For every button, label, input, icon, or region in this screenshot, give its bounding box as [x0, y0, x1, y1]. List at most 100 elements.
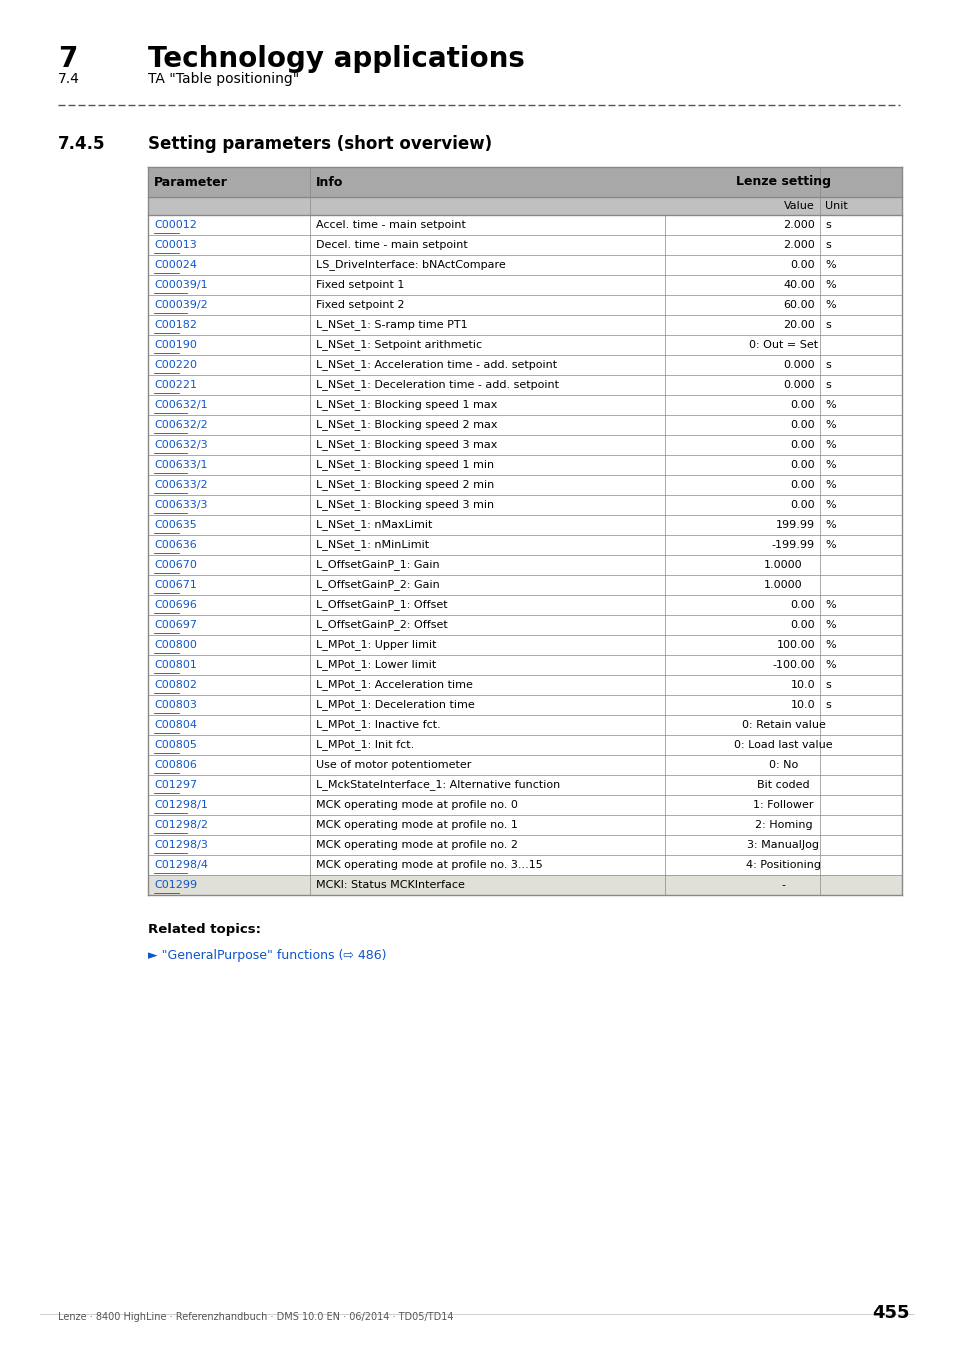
Text: s: s	[824, 320, 830, 329]
Text: C00801: C00801	[153, 660, 196, 670]
Bar	[148, 616, 901, 634]
Text: 0.00: 0.00	[789, 261, 814, 270]
Text: 0: No: 0: No	[768, 760, 798, 770]
Bar	[148, 215, 901, 235]
Text: C00024: C00024	[153, 261, 196, 270]
Text: C00633/1: C00633/1	[153, 460, 208, 470]
Text: Setting parameters (short overview): Setting parameters (short overview)	[148, 135, 492, 153]
Text: Use of motor potentiometer: Use of motor potentiometer	[315, 760, 471, 770]
Text: C00632/1: C00632/1	[153, 400, 208, 410]
Text: LS_DriveInterface: bNActCompare: LS_DriveInterface: bNActCompare	[315, 259, 505, 270]
Text: MCK operating mode at profile no. 0: MCK operating mode at profile no. 0	[315, 801, 517, 810]
Text: 1.0000: 1.0000	[763, 560, 802, 570]
Text: -: -	[781, 880, 784, 890]
Bar	[148, 675, 901, 695]
Text: ► "GeneralPurpose" functions (⇨ 486): ► "GeneralPurpose" functions (⇨ 486)	[148, 949, 386, 963]
Bar	[148, 296, 901, 315]
Text: %: %	[824, 481, 835, 490]
Text: %: %	[824, 440, 835, 450]
Bar	[148, 595, 901, 616]
Text: %: %	[824, 660, 835, 670]
Text: -199.99: -199.99	[771, 540, 814, 549]
Text: 0.00: 0.00	[789, 400, 814, 410]
Bar	[148, 167, 901, 197]
Text: Lenze · 8400 HighLine · Referenzhandbuch · DMS 10.0 EN · 06/2014 · TD05/TD14: Lenze · 8400 HighLine · Referenzhandbuch…	[58, 1312, 453, 1322]
Bar	[148, 355, 901, 375]
Bar	[148, 275, 901, 296]
Text: MCK operating mode at profile no. 1: MCK operating mode at profile no. 1	[315, 819, 517, 830]
Text: 7.4.5: 7.4.5	[58, 135, 106, 153]
Text: 2.000: 2.000	[782, 240, 814, 250]
Text: C00636: C00636	[153, 540, 196, 549]
Text: %: %	[824, 300, 835, 310]
Text: C00805: C00805	[153, 740, 196, 751]
Text: C00039/1: C00039/1	[153, 279, 208, 290]
Text: L_NSet_1: Blocking speed 3 max: L_NSet_1: Blocking speed 3 max	[315, 440, 497, 451]
Text: %: %	[824, 620, 835, 630]
Text: 0: Retain value: 0: Retain value	[740, 720, 824, 730]
Text: %: %	[824, 640, 835, 649]
Text: L_MPot_1: Acceleration time: L_MPot_1: Acceleration time	[315, 679, 473, 690]
Text: L_NSet_1: Deceleration time - add. setpoint: L_NSet_1: Deceleration time - add. setpo…	[315, 379, 558, 390]
Text: L_NSet_1: Blocking speed 3 min: L_NSet_1: Blocking speed 3 min	[315, 500, 494, 510]
Text: %: %	[824, 460, 835, 470]
Text: Decel. time - main setpoint: Decel. time - main setpoint	[315, 240, 467, 250]
Text: %: %	[824, 540, 835, 549]
Text: L_OffsetGainP_1: Gain: L_OffsetGainP_1: Gain	[315, 559, 439, 571]
Text: C00802: C00802	[153, 680, 196, 690]
Text: s: s	[824, 379, 830, 390]
Text: C00633/3: C00633/3	[153, 500, 208, 510]
Text: %: %	[824, 500, 835, 510]
Text: 2.000: 2.000	[782, 220, 814, 230]
Text: L_OffsetGainP_2: Gain: L_OffsetGainP_2: Gain	[315, 579, 439, 590]
Bar	[148, 836, 901, 855]
Text: C00632/3: C00632/3	[153, 440, 208, 450]
Text: C00182: C00182	[153, 320, 196, 329]
Text: 0.00: 0.00	[789, 481, 814, 490]
Bar	[148, 197, 901, 215]
Text: L_OffsetGainP_2: Offset: L_OffsetGainP_2: Offset	[315, 620, 447, 630]
Text: 0.000: 0.000	[782, 379, 814, 390]
Bar	[148, 375, 901, 396]
Text: MCK operating mode at profile no. 2: MCK operating mode at profile no. 2	[315, 840, 517, 850]
Bar	[148, 555, 901, 575]
Text: 3: ManualJog: 3: ManualJog	[747, 840, 819, 850]
Text: %: %	[824, 599, 835, 610]
Text: C00800: C00800	[153, 640, 196, 649]
Bar	[148, 634, 901, 655]
Text: C01297: C01297	[153, 780, 197, 790]
Text: L_OffsetGainP_1: Offset: L_OffsetGainP_1: Offset	[315, 599, 447, 610]
Bar	[148, 775, 901, 795]
Text: 0.00: 0.00	[789, 460, 814, 470]
Text: 7: 7	[58, 45, 77, 73]
Text: s: s	[824, 360, 830, 370]
Text: %: %	[824, 520, 835, 531]
Text: L_NSet_1: Setpoint arithmetic: L_NSet_1: Setpoint arithmetic	[315, 340, 481, 351]
Text: 60.00: 60.00	[782, 300, 814, 310]
Bar	[148, 716, 901, 734]
Text: C01299: C01299	[153, 880, 197, 890]
Text: 0.00: 0.00	[789, 500, 814, 510]
Text: -100.00: -100.00	[772, 660, 814, 670]
Text: MCK operating mode at profile no. 3...15: MCK operating mode at profile no. 3...15	[315, 860, 542, 869]
Bar	[148, 335, 901, 355]
Bar	[148, 435, 901, 455]
Text: Accel. time - main setpoint: Accel. time - main setpoint	[315, 220, 465, 230]
Text: L_NSet_1: Blocking speed 1 min: L_NSet_1: Blocking speed 1 min	[315, 459, 494, 470]
Bar	[148, 855, 901, 875]
Text: 0.00: 0.00	[789, 420, 814, 431]
Bar	[148, 315, 901, 335]
Text: C00671: C00671	[153, 580, 196, 590]
Bar	[148, 535, 901, 555]
Bar	[148, 514, 901, 535]
Text: Technology applications: Technology applications	[148, 45, 524, 73]
Bar	[148, 575, 901, 595]
Text: 0: Load last value: 0: Load last value	[734, 740, 832, 751]
Bar	[148, 414, 901, 435]
Bar	[148, 755, 901, 775]
Text: 2: Homing: 2: Homing	[754, 819, 811, 830]
Bar	[148, 396, 901, 414]
Text: L_MPot_1: Upper limit: L_MPot_1: Upper limit	[315, 640, 436, 651]
Text: MCKI: Status MCKInterface: MCKI: Status MCKInterface	[315, 880, 464, 890]
Text: C00039/2: C00039/2	[153, 300, 208, 310]
